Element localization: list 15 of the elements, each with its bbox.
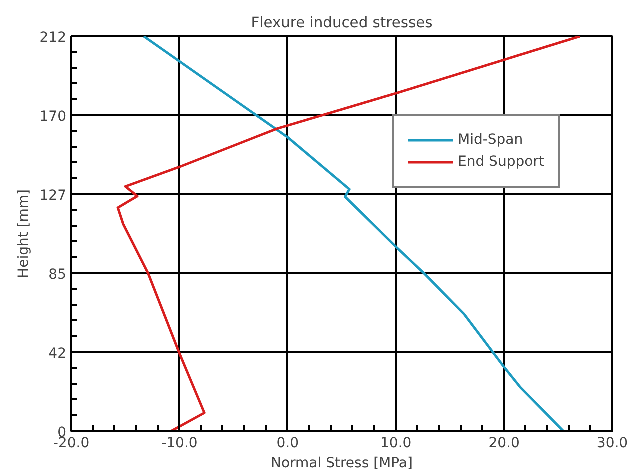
x-tick-label: 10.0: [380, 436, 412, 452]
y-tick-label: 170: [40, 109, 67, 125]
x-tick-label: -10.0: [162, 436, 198, 452]
legend-label: Mid-Span: [458, 132, 524, 148]
y-tick-label: 212: [40, 30, 67, 46]
legend-label: End Support: [458, 154, 544, 170]
x-tick-label: 30.0: [596, 436, 628, 452]
y-tick-label: 42: [48, 346, 67, 362]
x-tick-label: 20.0: [488, 436, 520, 452]
y-tick-label: 85: [48, 267, 67, 283]
x-tick-label: 0.0: [276, 436, 300, 452]
y-axis-title: Height [mm]: [16, 190, 32, 278]
y-tick-label: 127: [40, 188, 67, 204]
x-axis-title: Normal Stress [MPa]: [271, 456, 413, 472]
chart-title: Flexure induced stresses: [251, 14, 433, 32]
